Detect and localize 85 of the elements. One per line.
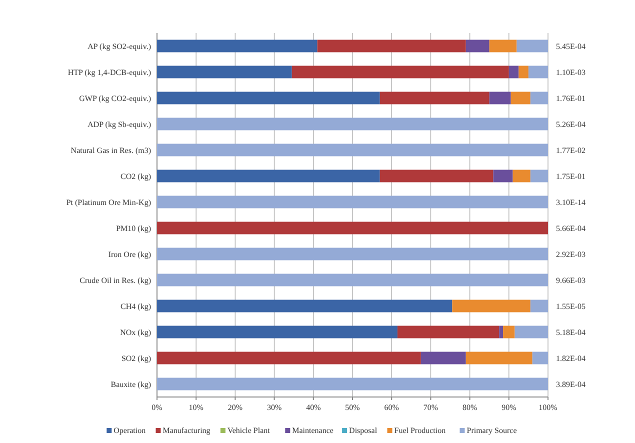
bar — [530, 170, 548, 182]
bar — [466, 40, 490, 52]
bar — [489, 40, 517, 52]
text: 5.18E-04 — [556, 328, 586, 337]
legend-label: Fuel Production — [394, 426, 446, 435]
bar — [420, 352, 466, 364]
bar — [157, 170, 380, 182]
y-tick-label: AP (kg SO2-equiv.) — [88, 42, 152, 51]
bar — [514, 326, 548, 338]
bar — [157, 248, 548, 260]
x-tick-label: 60% — [384, 403, 400, 412]
bar — [157, 196, 548, 208]
bar — [157, 118, 548, 130]
bar — [489, 92, 511, 104]
x-tick-label: 90% — [502, 403, 517, 412]
y-tick-label: GWP (kg CO2-equiv.) — [79, 94, 152, 103]
text: 3.89E-04 — [556, 380, 586, 389]
bar — [380, 92, 490, 104]
text: 1.77E-02 — [556, 146, 586, 155]
x-tick-label: 70% — [423, 403, 438, 412]
bar — [157, 144, 548, 156]
bar — [532, 352, 548, 364]
bar — [157, 274, 548, 286]
legend-label: Maintenance — [292, 426, 334, 435]
bar — [508, 66, 519, 78]
x-tick-label: 0% — [152, 403, 163, 412]
bar — [499, 326, 504, 338]
y-tick-label: ADP (kg Sb-equiv.) — [88, 120, 152, 129]
text: 9.66E-03 — [556, 276, 586, 285]
bar — [157, 378, 548, 390]
bar — [157, 326, 398, 338]
bar — [516, 40, 548, 52]
x-tick-label: 40% — [306, 403, 322, 412]
text: 2.92E-03 — [556, 250, 586, 259]
bar — [528, 66, 548, 78]
bar — [530, 300, 548, 312]
bar — [157, 40, 318, 52]
y-tick-label: CH4 (kg) — [120, 302, 152, 311]
legend-label: Manufacturing — [162, 426, 210, 435]
y-tick-label: CO2 (kg) — [120, 172, 152, 181]
y-tick-label: Pt (Platinum Ore Min-Kg) — [66, 198, 152, 207]
legend-label: Vehicle Plant — [227, 426, 271, 435]
text: 1.75E-01 — [556, 172, 586, 181]
x-tick-label: 80% — [462, 403, 478, 412]
bar — [493, 170, 513, 182]
y-tick-label: Bauxite (kg) — [110, 380, 152, 389]
legend-label: Primary Source — [466, 426, 518, 435]
text: 3.10E-14 — [556, 198, 586, 207]
text: 1.82E-04 — [556, 354, 586, 363]
text: 1.55E-05 — [556, 302, 586, 311]
x-tick-label: 20% — [228, 403, 243, 412]
text: 5.26E-04 — [556, 120, 586, 129]
bar — [317, 40, 466, 52]
x-tick-label: 10% — [188, 403, 204, 412]
y-tick-label: SO2 (kg) — [121, 354, 152, 363]
bar — [292, 66, 509, 78]
y-tick-label: Iron Ore (kg) — [108, 250, 152, 259]
y-tick-label: Natural Gas in Res. (m3) — [70, 146, 152, 155]
y-tick-label: Crude Oil in Res. (kg) — [80, 276, 152, 285]
text: 5.45E-04 — [556, 42, 586, 51]
legend-label: Disposal — [349, 426, 378, 435]
bar — [452, 300, 530, 312]
bar — [157, 66, 292, 78]
text: 5.66E-04 — [556, 224, 586, 233]
bar — [397, 326, 500, 338]
text: 1.76E-01 — [556, 94, 586, 103]
bar — [157, 222, 548, 234]
bar — [510, 92, 530, 104]
y-tick-label: PM10 (kg) — [116, 224, 152, 233]
bar — [512, 170, 530, 182]
text: 1.10E-03 — [556, 68, 586, 77]
bar — [503, 326, 515, 338]
bar — [157, 352, 421, 364]
bar — [380, 170, 494, 182]
y-tick-label: NOx (kg) — [120, 328, 152, 337]
x-tick-label: 100% — [538, 403, 558, 412]
bar — [466, 352, 532, 364]
bar — [530, 92, 548, 104]
bar — [157, 300, 452, 312]
x-tick-label: 30% — [266, 403, 282, 412]
x-tick-label: 50% — [345, 403, 360, 412]
y-tick-label: HTP (kg 1,4-DCB-equiv.) — [68, 68, 152, 77]
legend-label: Operation — [114, 426, 146, 435]
bar — [157, 92, 380, 104]
bar — [518, 66, 528, 78]
